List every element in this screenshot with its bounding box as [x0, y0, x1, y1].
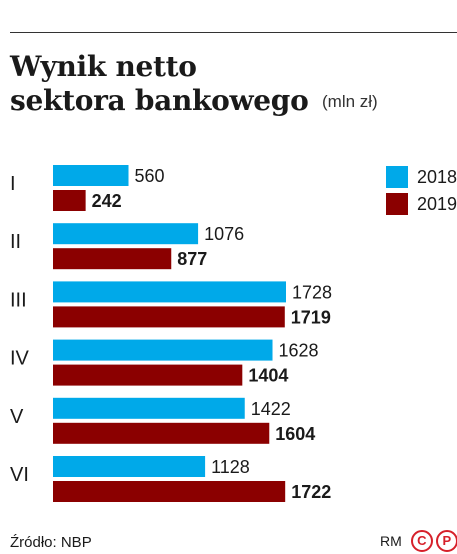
bar-2019-IV [53, 364, 243, 386]
value-label-2019-II: 877 [177, 249, 207, 269]
value-label-2018-III: 1728 [292, 282, 332, 302]
value-label-2018-I: 560 [135, 166, 165, 186]
top-rule [10, 32, 457, 33]
bar-2018-V [53, 397, 245, 419]
category-label-IV: IV [10, 348, 30, 370]
legend-label-2019: 2019 [417, 193, 457, 214]
unit-label: (mln zł) [322, 92, 378, 111]
value-label-2018-VI: 1128 [211, 457, 250, 477]
credit-text: RM [380, 533, 402, 549]
title-line-1: Wynik netto [10, 50, 197, 83]
value-label-2018-IV: 1628 [279, 341, 319, 361]
category-label-I: I [10, 173, 16, 195]
bar-2019-V [53, 422, 270, 444]
bar-2019-VI [53, 481, 286, 502]
legend-item-2018: 2018 [386, 166, 457, 188]
bar-2018-III [53, 281, 286, 303]
legend-label-2018: 2018 [417, 166, 457, 187]
chart-title: Wynik netto sektora bankowego [10, 50, 309, 118]
bar-2018-II [53, 223, 199, 245]
value-label-2018-V: 1422 [251, 399, 291, 419]
legend-item-2019: 2019 [386, 193, 457, 215]
bar-2018-IV [53, 339, 273, 361]
title-line-2: sektora bankowego [10, 84, 309, 117]
copyright-p-logo: P [435, 530, 457, 552]
value-label-2019-V: 1604 [275, 424, 315, 444]
category-label-VI: VI [10, 464, 29, 486]
value-label-2019-VI: 1722 [291, 482, 331, 502]
legend: 2018 2019 [386, 166, 457, 220]
copyright-c-logo: C [410, 530, 433, 552]
category-label-III: III [10, 289, 27, 311]
category-label-II: II [10, 231, 21, 253]
credit: RM C P [380, 530, 457, 552]
bar-2019-I [53, 190, 86, 211]
value-label-2019-III: 1719 [291, 307, 331, 327]
value-label-2019-I: 242 [92, 191, 122, 211]
category-label-V: V [10, 406, 24, 428]
value-label-2019-IV: 1404 [248, 366, 288, 386]
bar-2019-III [53, 306, 285, 328]
bar-2018-VI [53, 456, 206, 477]
value-label-2018-II: 1076 [204, 224, 244, 244]
bar-chart: I 560 242 II 1076 877 III 1728 1719 IV 1628 1404 V 14… [10, 165, 332, 502]
bar-2019-II [53, 248, 172, 270]
bar-2018-I [53, 165, 129, 186]
legend-swatch-2018 [386, 166, 408, 188]
legend-swatch-2019 [386, 193, 408, 215]
source-note: Źródło: NBP [10, 534, 92, 551]
